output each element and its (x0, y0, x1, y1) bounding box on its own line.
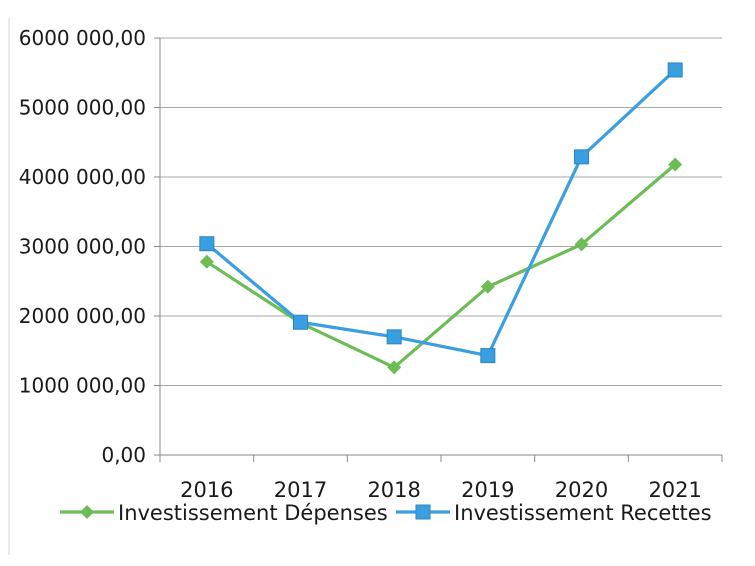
y-tick-label: 5000 000,00 (19, 96, 146, 120)
legend: Investissement Dépenses Investissement Re… (60, 501, 712, 525)
data-point-square (293, 314, 308, 330)
data-point-diamond (387, 360, 402, 375)
data-point-square (574, 149, 589, 165)
legend-label: Investissement Dépenses (118, 501, 388, 525)
y-tick-label: 1000 000,00 (19, 374, 146, 398)
legend-entry: Investissement Dépenses (60, 501, 388, 525)
y-tick-label: 0,00 (101, 443, 146, 467)
data-point-square (480, 348, 496, 364)
x-tick-label: 2020 (555, 478, 608, 502)
x-tick-label: 2019 (461, 478, 514, 502)
series-line-2 (205, 68, 677, 358)
gridlines (160, 37, 722, 386)
legend-entry: Investissement Recettes (396, 501, 712, 525)
data-point-diamond (668, 157, 683, 172)
data-point-diamond (574, 237, 589, 252)
legend-marker-square (415, 504, 431, 520)
series-line-1 (205, 163, 677, 370)
legend-label: Investissement Recettes (454, 501, 712, 525)
x-tick-label: 2018 (367, 478, 420, 502)
y-tick-labels: 0,00 1000 000,00 2000 000,00 3000 000,00 400… (19, 26, 146, 467)
data-point-square (667, 62, 683, 78)
y-tick-label: 6000 000,00 (19, 26, 146, 50)
x-tick-labels: 2016 2017 2018 2019 2020 2021 (180, 478, 702, 502)
x-tick-label: 2017 (274, 478, 327, 502)
y-tick-label: 3000 000,00 (19, 235, 146, 259)
data-point-square (386, 329, 402, 345)
y-tick-label: 2000 000,00 (19, 304, 146, 328)
x-tick-label: 2016 (180, 478, 233, 502)
y-tick-label: 4000 000,00 (19, 165, 146, 189)
x-tick-label: 2021 (648, 478, 701, 502)
data-point-square (199, 236, 215, 252)
axes (8, 18, 723, 555)
legend-marker-diamond (80, 505, 94, 519)
data-point-diamond (480, 279, 495, 294)
series-lines (199, 62, 683, 375)
data-point-diamond (199, 254, 214, 269)
